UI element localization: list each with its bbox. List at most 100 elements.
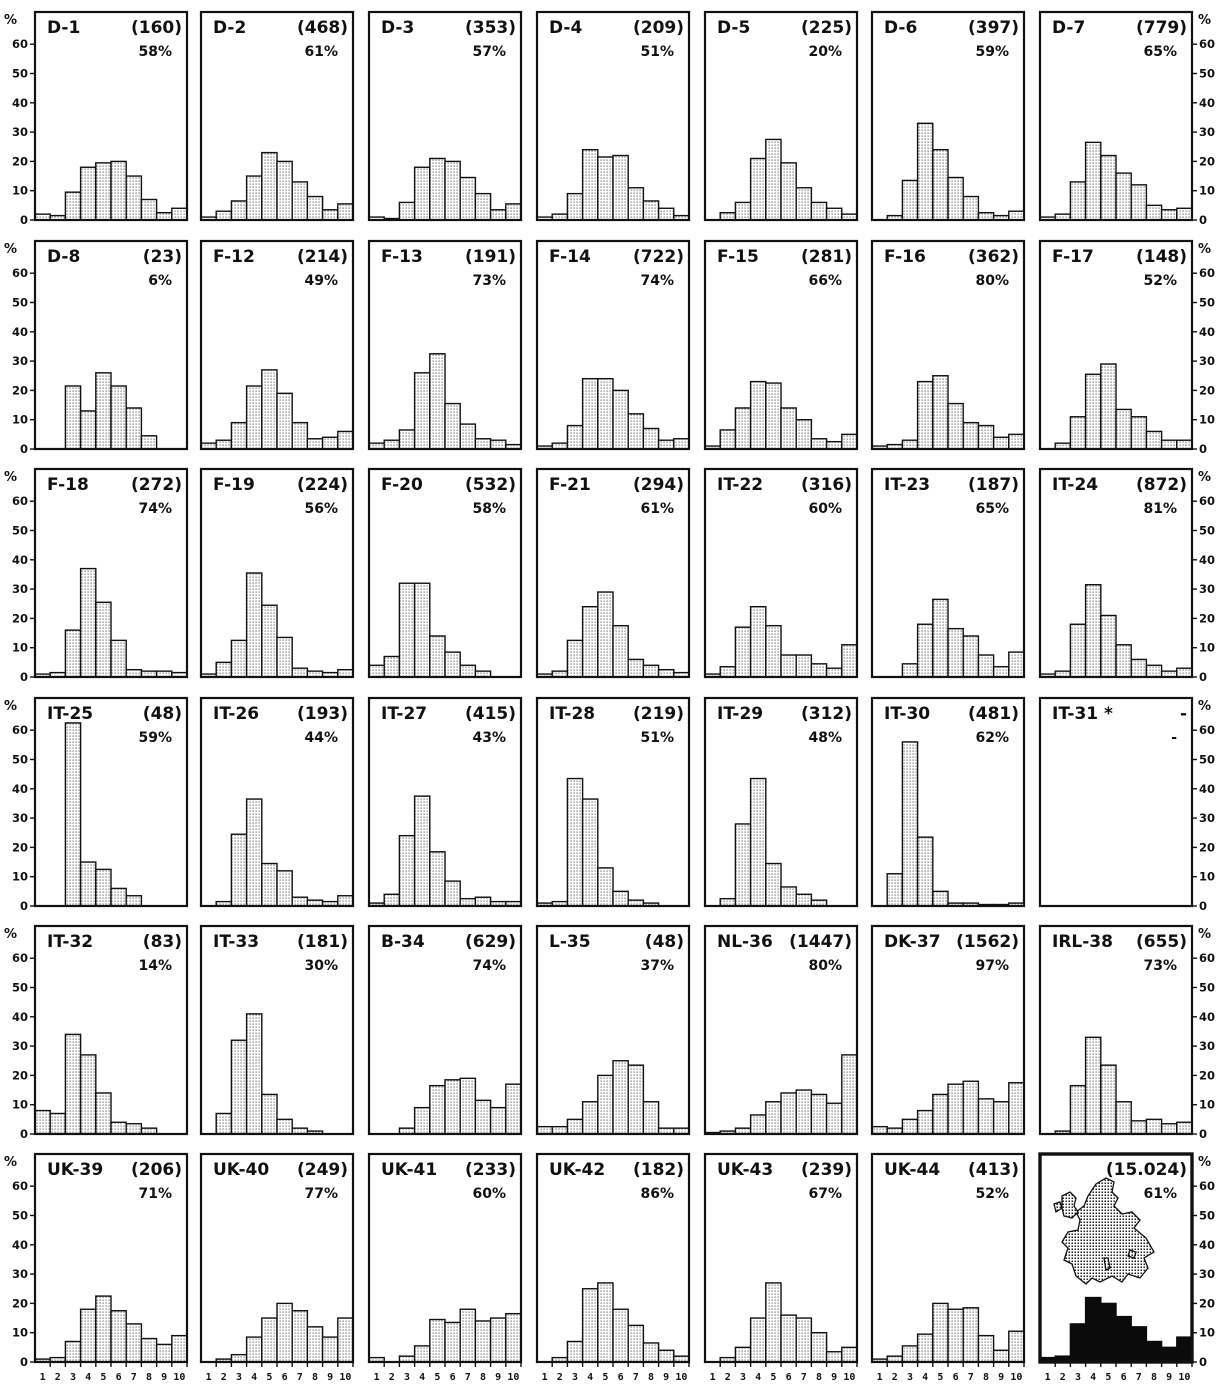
x-tick-label: 1 — [374, 1372, 380, 1383]
y-tick-label-right: 20 — [1199, 1296, 1215, 1310]
histogram-bar — [95, 372, 112, 450]
histogram-bar — [642, 1342, 660, 1363]
x-tick-label: 7 — [968, 1372, 974, 1383]
y-tick-label-left: 40 — [12, 1238, 28, 1252]
panel-uk-44: UK-44 (413) 52% — [870, 1152, 1026, 1364]
x-tick-label: 9 — [327, 1372, 333, 1383]
histogram-bar — [1115, 644, 1132, 678]
panel-sample-count: (722) — [633, 247, 684, 267]
x-tick-label: 4 — [755, 1372, 761, 1383]
histogram-bar — [276, 636, 293, 678]
histogram-bar — [125, 1323, 143, 1363]
y-tick-label-left: 60 — [12, 723, 28, 737]
histogram-bar — [429, 157, 446, 221]
y-axis-unit-right: % — [1198, 470, 1211, 485]
panel-it-31: IT-31 * -- — [1038, 696, 1194, 908]
panel-frame — [367, 924, 523, 1136]
histogram-bar — [276, 1302, 293, 1363]
panel-frame — [33, 239, 189, 451]
histogram-bar — [245, 1013, 263, 1135]
histogram-bar — [413, 582, 431, 678]
histogram-bar — [581, 148, 599, 221]
histogram-bar — [95, 868, 112, 907]
panel-uk-42: UK-42 (182) 86% — [535, 1152, 691, 1364]
panel-frame — [870, 696, 1026, 908]
y-tick-label-left: 10 — [12, 1326, 28, 1340]
panel-sample-count: (1447) — [789, 932, 852, 952]
histogram-bar — [581, 605, 599, 678]
histogram-bar — [444, 1079, 461, 1135]
panel-region-label: IT-31 * — [1052, 704, 1113, 724]
y-tick-label-right: 0 — [1199, 899, 1207, 913]
panel-percentage: 51% — [640, 44, 674, 60]
histogram-bar — [110, 1121, 127, 1135]
panel-region-label: F-17 — [1052, 247, 1094, 267]
histogram-bar — [1100, 1302, 1117, 1363]
histogram-bar — [1130, 658, 1148, 678]
x-tick-label: 10 — [507, 1372, 519, 1383]
panel-region-label: IT-25 — [47, 704, 93, 724]
panel-f-14: F-14 (722) 74% — [535, 239, 691, 451]
panel-d-5: D-5 (225) 20% — [703, 10, 859, 222]
x-tick-label: 8 — [1151, 1372, 1157, 1383]
histogram-bar — [765, 1101, 782, 1135]
histogram-bar — [825, 1102, 843, 1135]
histogram-bar — [566, 424, 584, 450]
histogram-bar — [597, 591, 614, 678]
panel-region-label: F-14 — [549, 247, 591, 267]
panel-sample-count: (655) — [1136, 932, 1187, 952]
panel-region-label: UK-40 — [213, 1160, 269, 1180]
histogram-bar — [171, 207, 188, 221]
panel-frame — [1038, 467, 1194, 679]
panel-percentage: 65% — [1143, 44, 1177, 60]
panel-percentage: 60% — [808, 501, 842, 517]
panel-region-label: NL-36 — [717, 932, 773, 952]
panel-frame — [535, 239, 691, 451]
panel-region-label: UK-44 — [884, 1160, 940, 1180]
panel-region-label: IT-30 — [884, 704, 930, 724]
histogram-bar — [110, 160, 127, 221]
x-tick-label: 1 — [877, 1372, 883, 1383]
y-tick-label-right: 20 — [1199, 840, 1215, 854]
histogram-bar — [795, 1089, 813, 1135]
panel-sample-count: (312) — [801, 704, 852, 724]
panel-frame — [199, 696, 355, 908]
panel-frame — [535, 696, 691, 908]
panel-d-3: D-3 (353) 57% — [367, 10, 523, 222]
panel-region-label: D-6 — [884, 18, 917, 38]
histogram-bar — [291, 181, 309, 221]
panel-percentage: 51% — [640, 730, 674, 746]
histogram-bar — [962, 421, 980, 450]
histogram-bar — [125, 895, 143, 907]
y-tick-label-left: 10 — [12, 1098, 28, 1112]
histogram-bar — [612, 625, 629, 678]
histogram-bar — [64, 722, 82, 907]
histogram-bar — [947, 1308, 964, 1363]
y-tick-label-left: 60 — [12, 494, 28, 508]
histogram-bar — [230, 639, 248, 678]
histogram-bar — [1130, 1326, 1148, 1363]
panel-frame — [1038, 924, 1194, 1136]
histogram-bar — [780, 162, 797, 221]
panel-frame — [367, 467, 523, 679]
histogram-bar — [566, 639, 584, 678]
y-tick-label-right: 20 — [1199, 1068, 1215, 1082]
histogram-bar — [780, 886, 797, 907]
histogram-bar — [749, 157, 767, 221]
histogram-bar — [95, 601, 112, 678]
panel-sample-count: (193) — [297, 704, 348, 724]
histogram-bar — [916, 122, 934, 221]
histogram-bar — [1008, 1330, 1025, 1363]
histogram-bar — [749, 1114, 767, 1135]
histogram-bar — [489, 209, 507, 221]
histogram-bar — [64, 385, 82, 450]
histogram-bar — [276, 870, 293, 907]
x-tick-label: 10 — [339, 1372, 351, 1383]
x-tick-label: 4 — [419, 1372, 425, 1383]
histogram-bar — [95, 1092, 112, 1135]
histogram-bar — [825, 207, 843, 221]
panel-region-label: UK-42 — [549, 1160, 605, 1180]
y-tick-label-left: 60 — [12, 37, 28, 51]
histogram-bar — [337, 1317, 354, 1363]
